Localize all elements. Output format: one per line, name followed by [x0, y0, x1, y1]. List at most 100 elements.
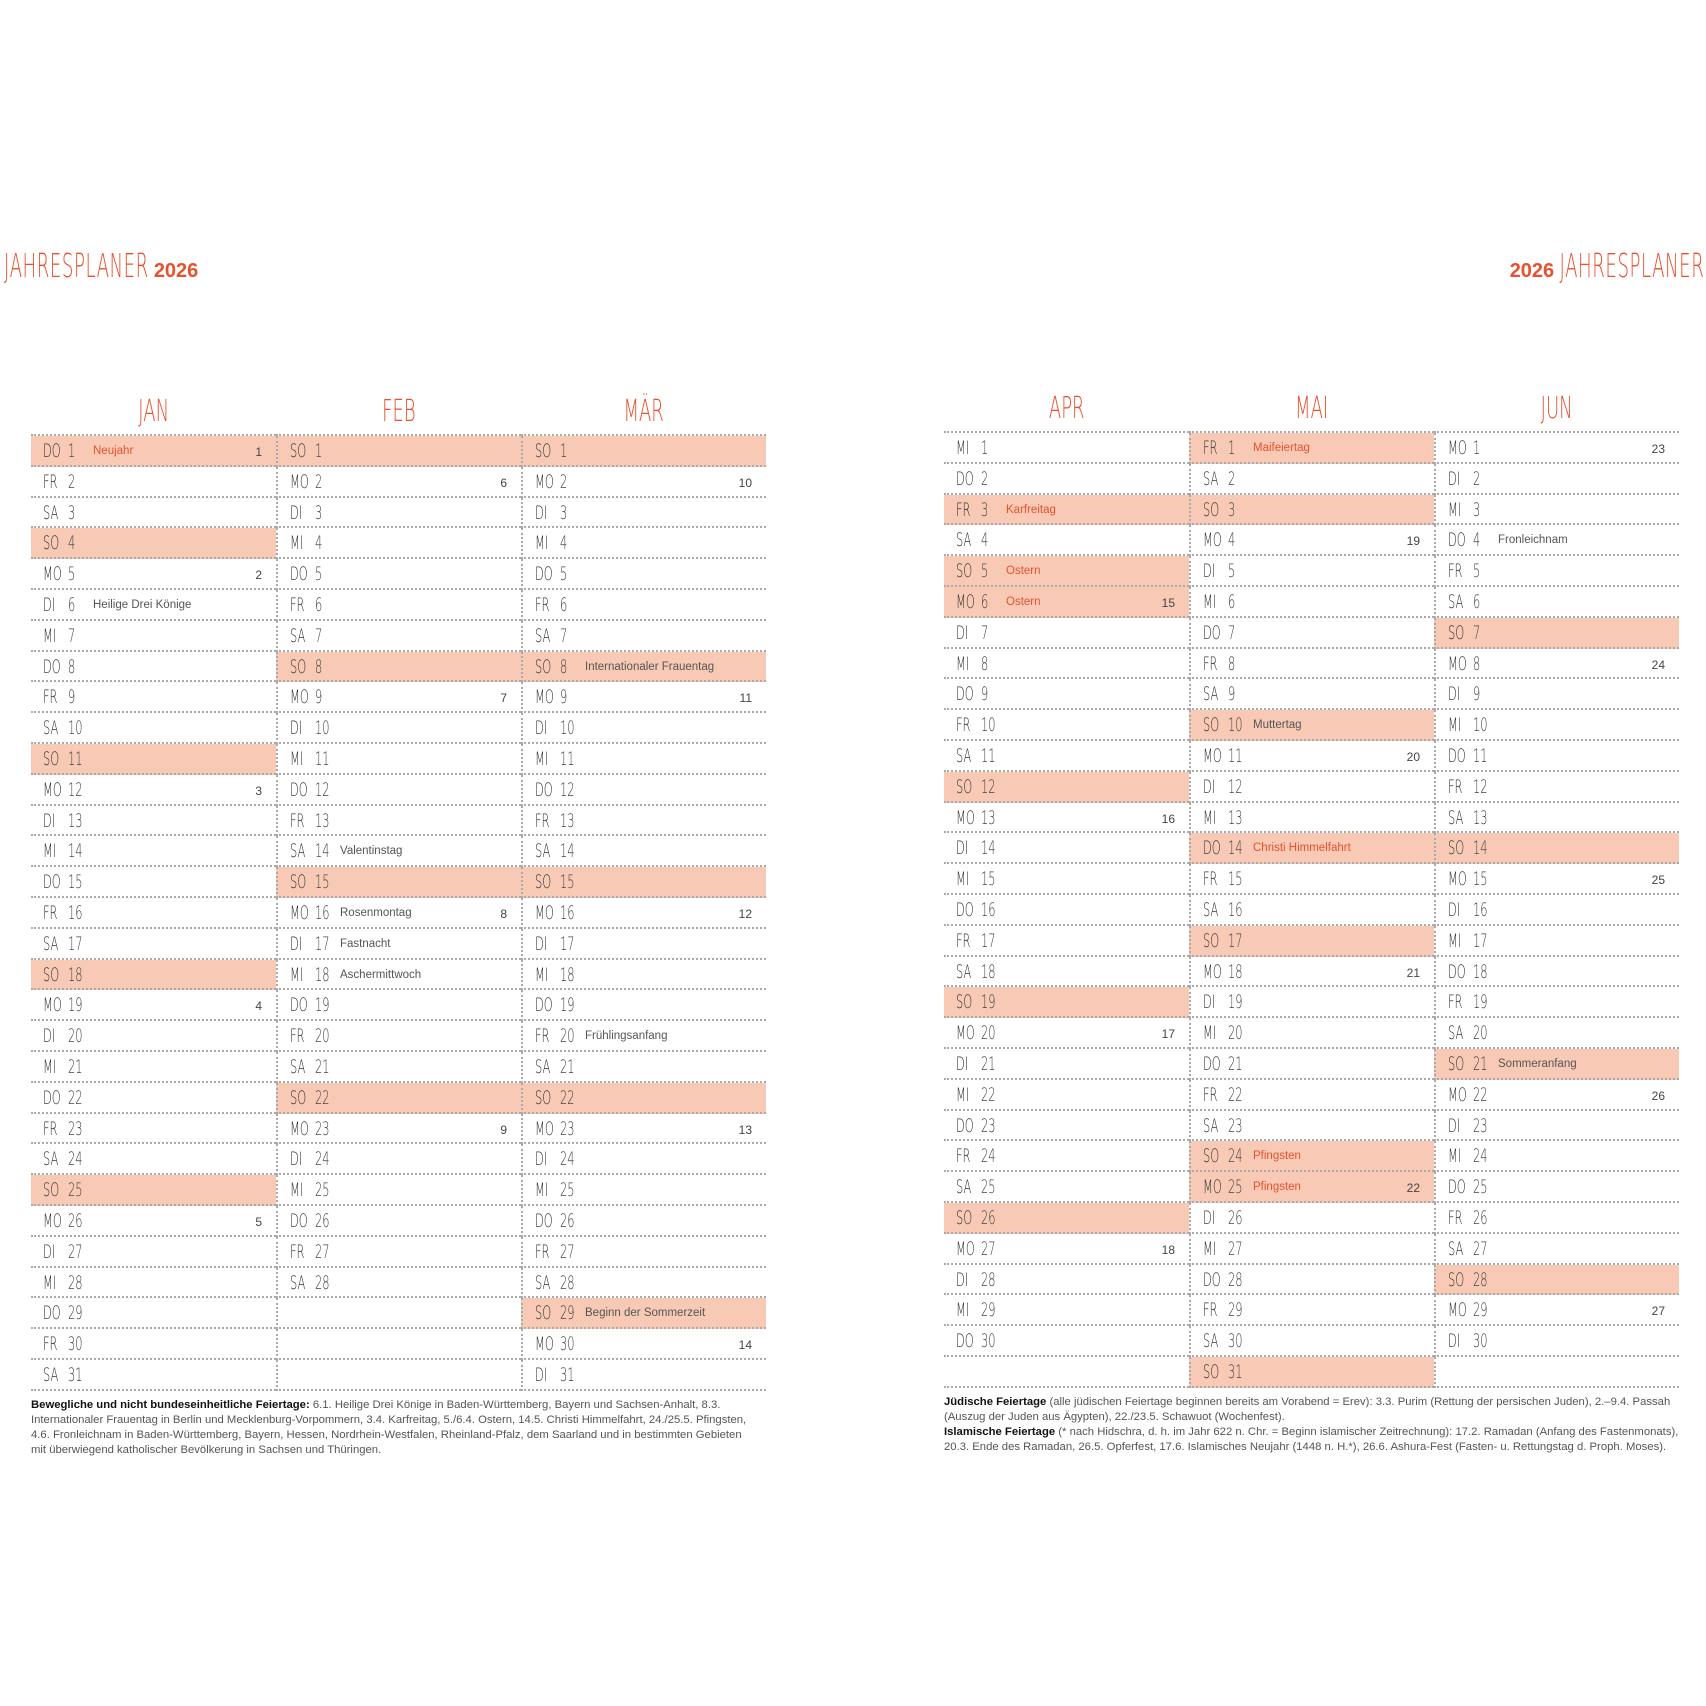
week-number: 6 — [500, 475, 507, 490]
day-row: MO 30 14 — [521, 1329, 766, 1360]
weekday: MI — [956, 868, 970, 891]
day-row: MO 9 7 — [276, 682, 521, 714]
day-row: DO 29 — [31, 1298, 276, 1330]
day-number: 16 — [1473, 898, 1488, 921]
day-row: FR 23 — [31, 1114, 276, 1145]
day-row: FR 22 — [1189, 1079, 1434, 1111]
day-number: 3 — [560, 501, 568, 524]
holiday-note: Ostern — [1006, 565, 1041, 578]
week-number: 18 — [1161, 1242, 1175, 1257]
day-number: 1 — [981, 437, 989, 459]
weekday: MO — [956, 590, 975, 613]
day-row: MO 27 18 — [944, 1234, 1189, 1265]
weekday: MO — [1448, 868, 1467, 891]
weekday: MI — [290, 963, 304, 986]
day-row: DO 30 — [944, 1326, 1189, 1357]
weekday: FR — [535, 1240, 550, 1263]
day-row: DO 7 — [1189, 617, 1434, 649]
day-number: 4 — [1473, 529, 1481, 552]
day-row: MO 18 21 — [1189, 956, 1434, 988]
day-number: 28 — [315, 1271, 330, 1294]
weekday: FR — [956, 929, 971, 952]
weekday: DI — [535, 501, 548, 524]
day-row: FR 19 — [1434, 987, 1679, 1019]
weekday: MO — [1448, 1299, 1467, 1322]
day-row: MI 22 — [944, 1080, 1189, 1111]
week-number: 19 — [1406, 534, 1420, 549]
weekday: MO — [1203, 744, 1222, 767]
day-row: FR 12 — [1434, 771, 1679, 803]
weekday: SO — [1448, 1268, 1465, 1291]
day-row: SA 30 — [1189, 1326, 1434, 1357]
weekday: MI — [43, 840, 57, 863]
day-row: DO 22 — [31, 1083, 276, 1114]
day-number: 19 — [68, 994, 83, 1017]
day-number: 26 — [1228, 1206, 1243, 1229]
day-number: 8 — [68, 655, 76, 678]
weekday: FR — [290, 593, 305, 616]
footnote-text: 6.1. Heilige Drei Könige in Baden-Württe… — [31, 1399, 747, 1456]
week-number: 1 — [255, 445, 262, 459]
day-number: 26 — [68, 1209, 83, 1232]
day-row: SA 11 — [944, 741, 1189, 772]
day-number: 2 — [315, 470, 323, 493]
day-number: 6 — [981, 590, 989, 613]
day-number: 28 — [68, 1271, 83, 1294]
day-number: 19 — [1473, 991, 1488, 1014]
day-number: 13 — [1228, 806, 1243, 829]
day-number: 14 — [1473, 837, 1488, 860]
weekday: SA — [43, 1148, 59, 1171]
week-number: 15 — [1161, 595, 1175, 610]
day-list: MO 1 23 DI 2 MI 3 DO 4 Fronleichnam FR 5 SA 6 SO 7 MO 8 24… — [1434, 431, 1679, 1388]
weekday: FR — [1448, 991, 1463, 1014]
weekday: MI — [535, 532, 549, 555]
holiday-note: Karfreitag — [1006, 503, 1056, 516]
weekday: MO — [43, 1209, 62, 1232]
page-title-left: JAHRESPLANER 2026 — [4, 246, 198, 285]
day-number: 3 — [1473, 498, 1481, 521]
weekday: DO — [535, 994, 553, 1017]
day-number: 24 — [315, 1148, 330, 1171]
day-number: 19 — [560, 994, 575, 1017]
day-number: 15 — [1473, 868, 1488, 891]
day-number: 29 — [1473, 1299, 1488, 1322]
weekday: MI — [1203, 1022, 1217, 1045]
day-number: 20 — [1228, 1022, 1243, 1045]
month-feb: FEB SO 1 MO 2 6 DI 3 MI 4 DO 5 FR 6 SA 7 SO 8 MO 9 7 DI 10 MI 11… — [276, 390, 521, 1391]
weekday: DI — [1448, 683, 1461, 706]
week-number: 5 — [255, 1214, 262, 1229]
weekday: SA — [956, 529, 972, 552]
footnote-islamic: Islamische Feiertage (* nach Hidschra, d… — [944, 1425, 1684, 1455]
weekday: FR — [1203, 1083, 1218, 1106]
day-number: 13 — [315, 809, 330, 832]
day-row: DO 26 — [521, 1205, 766, 1237]
weekday: SA — [1203, 1114, 1219, 1137]
day-row: FR 13 — [276, 805, 521, 837]
day-row: SA 20 — [1434, 1018, 1679, 1049]
day-number: 26 — [560, 1209, 575, 1232]
weekday: SO — [535, 1086, 552, 1109]
day-row: SO 3 — [1189, 494, 1434, 526]
weekday: SA — [1203, 898, 1219, 921]
day-number: 17 — [68, 932, 83, 955]
footnote-text: (alle jüdischen Feiertage beginnen berei… — [944, 1396, 1671, 1423]
day-number: 30 — [560, 1333, 575, 1356]
weekday: SA — [956, 960, 972, 983]
day-row: FR 13 — [521, 805, 766, 837]
day-row: SO 22 — [521, 1082, 766, 1114]
footnote-text: (* nach Hidschra, d. h. im Jahr 622 n. C… — [944, 1426, 1679, 1453]
day-row: MI 27 — [1189, 1233, 1434, 1265]
weekday: MO — [535, 1117, 554, 1140]
day-number: 11 — [68, 747, 83, 770]
weekday: FR — [290, 1025, 305, 1048]
weekday: FR — [1448, 560, 1463, 583]
weekday: DO — [956, 898, 974, 921]
day-number: 6 — [560, 593, 568, 616]
weekday: DI — [956, 837, 969, 860]
day-row: DI 20 — [31, 1021, 276, 1052]
weekday: DO — [1203, 621, 1221, 644]
weekday: SO — [1203, 1360, 1220, 1383]
day-number: 22 — [1228, 1083, 1243, 1106]
weekday: MI — [43, 624, 57, 647]
month-header: APR — [944, 387, 1189, 431]
